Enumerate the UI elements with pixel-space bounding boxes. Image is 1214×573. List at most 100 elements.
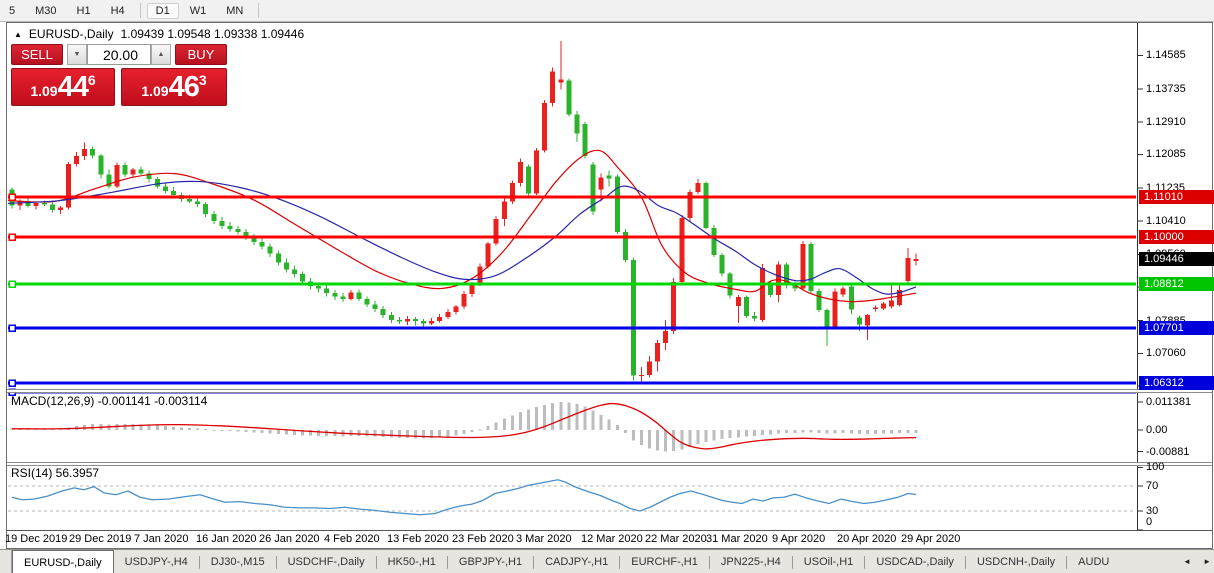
tab-hk50-h1[interactable]: HK50-,H1 [387, 556, 436, 568]
buy-price-button[interactable]: 1.09 46 3 [121, 68, 227, 106]
date-tick-label: 29 Apr 2020 [901, 533, 961, 545]
macd-indicator-label: MACD(12,26,9) -0.001141 -0.003114 [11, 394, 208, 408]
macd-axis-label: -0.00881 [1146, 445, 1190, 458]
candles [9, 41, 919, 382]
toolbar-separator [258, 3, 260, 18]
sell-price-prefix: 1.09 [30, 83, 58, 99]
toolbar-separator [139, 3, 141, 18]
tab-usdjpy-h4[interactable]: USDJPY-,H4 [124, 556, 188, 568]
tab-jpn225-h4[interactable]: JPN225-,H4 [720, 556, 781, 568]
date-tick-label: 4 Feb 2020 [324, 533, 380, 545]
price-tick-label: 1.07060 [1146, 347, 1186, 360]
tab-divider [864, 555, 866, 569]
buy-price-prefix: 1.09 [141, 83, 169, 99]
tab-usdchf-daily[interactable]: USDCHF-,Daily [287, 556, 365, 568]
buy-button[interactable]: BUY [175, 44, 227, 65]
sell-price-big: 44 [57, 71, 89, 103]
tab-scroll-buttons: ◄ ► [1180, 550, 1214, 573]
chevron-down-icon: ▼ [73, 51, 81, 58]
buy-price-pip: 3 [198, 72, 207, 88]
macd-signal-line [11, 402, 917, 450]
period-button-H4[interactable]: H4 [110, 4, 125, 17]
tab-eurchf-h1[interactable]: EURCHF-,H1 [631, 556, 698, 568]
price-badge-1.10000: 1.10000 [1139, 230, 1214, 244]
chart-title: ▲ EURUSD-,Daily 1.09439 1.09548 1.09338 … [14, 27, 304, 41]
date-tick-label: 31 Mar 2020 [706, 533, 768, 545]
date-tick-label: 7 Jan 2020 [134, 533, 189, 545]
tab-divider [275, 555, 277, 569]
price-tick-label: 1.10410 [1146, 214, 1186, 227]
rsi-axis-label: 0 [1146, 516, 1153, 528]
tab-scroll-right-icon[interactable]: ► [1203, 557, 1211, 566]
one-click-trade-panel: SELL ▼ 20.00 ▲ BUY 1.09 44 6 1.09 46 3 [11, 44, 227, 106]
price-badge-1.06312: 1.06312 [1139, 376, 1214, 390]
tab-gbpjpy-h1[interactable]: GBPJPY-,H1 [458, 556, 523, 568]
macd-axis-label: 0.00 [1146, 424, 1168, 436]
price-tick-label: 1.13735 [1146, 83, 1186, 96]
price-tick-label: 1.14585 [1146, 49, 1186, 62]
ma-fast-red [7, 149, 917, 303]
period-button-MN[interactable]: MN [226, 4, 244, 17]
date-tick-label: 16 Jan 2020 [196, 533, 257, 545]
symbol-arrow-icon: ▲ [14, 29, 22, 39]
tab-strip-spacer [0, 550, 12, 573]
chart-ohlc-values: 1.09439 1.09548 1.09338 1.09446 [120, 27, 305, 41]
macd-histogram [10, 402, 918, 452]
period-button-M30[interactable]: M30 [35, 4, 57, 17]
tab-usdcad-daily[interactable]: USDCAD-,Daily [876, 556, 954, 568]
macd-axis-label: 0.011381 [1146, 396, 1192, 409]
rsi-axis-label: 70 [1146, 480, 1159, 492]
chart-symbol-period: EURUSD-,Daily [28, 27, 114, 41]
date-tick-label: 12 Mar 2020 [581, 533, 643, 545]
sell-price-pip: 6 [87, 72, 96, 88]
chevron-up-icon: ▲ [157, 51, 165, 58]
axis-ticks [1138, 54, 1143, 531]
date-tick-label: 9 Apr 2020 [772, 533, 826, 545]
period-toolbar: 5 M30 H1 H4 D1 W1 MN [0, 0, 1214, 22]
tab-divider [446, 555, 448, 569]
volume-increase-button[interactable]: ▲ [151, 44, 171, 65]
tab-cadjpy-h1[interactable]: CADJPY-,H1 [545, 556, 609, 568]
buy-price-big: 46 [168, 71, 200, 103]
tab-divider [1066, 555, 1068, 569]
price-tick-label: 1.12910 [1146, 115, 1186, 128]
period-button-5[interactable]: 5 [9, 4, 16, 17]
tab-divider [964, 555, 966, 569]
rsi-indicator-label: RSI(14) 56.3957 [11, 466, 100, 480]
tab-divider [198, 555, 200, 569]
date-tick-label: 19 Dec 2019 [5, 533, 68, 545]
price-badge-1.07701: 1.07701 [1139, 321, 1214, 335]
price-badge-1.09446: 1.09446 [1139, 251, 1214, 266]
date-tick-label: 26 Jan 2020 [259, 533, 320, 545]
date-tick-label: 3 Mar 2020 [516, 533, 572, 545]
tab-scroll-left-icon[interactable]: ◄ [1183, 557, 1191, 566]
tab-usdcnh-daily[interactable]: USDCNH-,Daily [976, 556, 1056, 568]
period-button-D1[interactable]: D1 [146, 2, 179, 19]
tab-divider [619, 555, 621, 569]
tab-divider [533, 555, 535, 569]
price-badge-1.08812: 1.08812 [1139, 277, 1214, 292]
tab-divider [791, 555, 793, 569]
tab-dj30-m15[interactable]: DJ30-,M15 [210, 556, 265, 568]
date-tick-label: 23 Feb 2020 [452, 533, 514, 545]
instrument-tab-bar: EURUSD-,Daily USDJPY-,H4 DJ30-,M15 USDCHF-,… [0, 549, 1214, 573]
tab-eurusd-daily[interactable]: EURUSD-,Daily [12, 550, 114, 573]
tab-divider [708, 555, 710, 569]
rsi-axis-label: 100 [1146, 461, 1165, 474]
date-tick-label: 13 Feb 2020 [387, 533, 449, 545]
sell-button[interactable]: SELL [11, 44, 63, 65]
price-tick-label: 1.12085 [1146, 148, 1186, 161]
tab-divider [375, 555, 377, 569]
ma-slow-blue [7, 180, 917, 295]
tab-audu[interactable]: AUDU [1078, 556, 1110, 568]
level-lines [8, 193, 1136, 396]
period-button-W1[interactable]: W1 [189, 4, 207, 17]
rsi-panel [8, 479, 1136, 516]
volume-input[interactable]: 20.00 [87, 44, 151, 65]
volume-decrease-button[interactable]: ▼ [67, 44, 87, 65]
tab-usoil-h1[interactable]: USOil-,H1 [803, 556, 854, 568]
period-button-H1[interactable]: H1 [76, 4, 91, 17]
sell-price-button[interactable]: 1.09 44 6 [11, 68, 115, 106]
date-tick-label: 22 Mar 2020 [645, 533, 707, 545]
